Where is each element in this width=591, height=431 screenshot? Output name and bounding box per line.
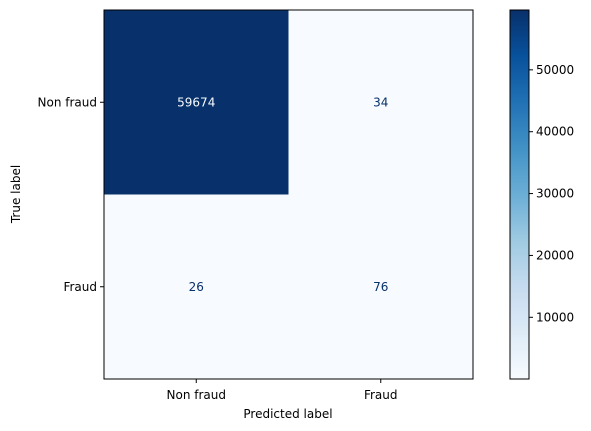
x-tick-label: Fraud (364, 388, 398, 402)
heatmap-cell (104, 194, 289, 380)
cell-value-label: 76 (373, 280, 388, 294)
colorbar-tick-label: 30000 (536, 187, 574, 201)
colorbar-tick-label: 20000 (536, 248, 574, 262)
cell-value-label: 26 (189, 280, 204, 294)
y-axis-ticks: Non fraud Fraud (38, 95, 104, 294)
plot-frame (103, 9, 474, 380)
y-tick-label: Fraud (63, 280, 97, 294)
cell-value-label: 59674 (177, 95, 215, 109)
colorbar (509, 9, 530, 380)
colorbar-tick-label: 40000 (536, 125, 574, 139)
x-axis-label: Predicted label (243, 407, 332, 421)
heatmap-cell (104, 10, 289, 195)
cell-value-label: 34 (373, 95, 388, 109)
x-axis-ticks: Non fraud Fraud (167, 379, 398, 402)
x-tick-label: Non fraud (167, 388, 226, 402)
colorbar-tick-label: 10000 (536, 310, 574, 324)
cell-value-labels: 59674 34 26 76 (177, 95, 388, 294)
heatmap-cell (288, 194, 474, 380)
heatmap-cell (288, 10, 474, 195)
colorbar-ticks: 10000 20000 30000 40000 50000 (529, 63, 574, 324)
y-axis-label: True label (9, 165, 23, 224)
heatmap-cells (104, 10, 474, 380)
colorbar-tick-label: 50000 (536, 63, 574, 77)
y-tick-label: Non fraud (38, 95, 97, 109)
